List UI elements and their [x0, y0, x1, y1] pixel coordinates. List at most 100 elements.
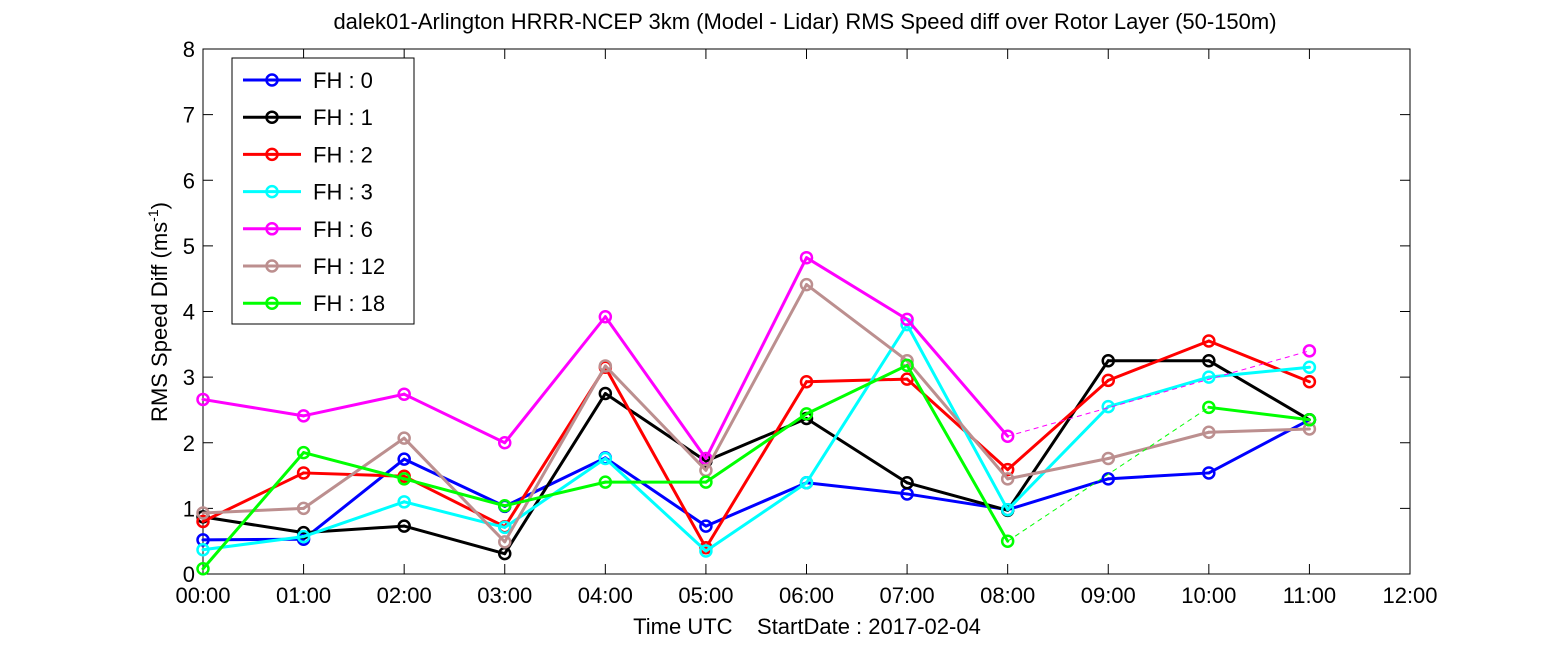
data-point — [1202, 334, 1216, 348]
data-point — [196, 506, 210, 520]
y-axis: 0 1 2 3 4 5 6 7 8 — [183, 37, 1410, 587]
data-point — [1000, 429, 1015, 443]
series-gap-connector — [1007, 406, 1210, 542]
data-point — [900, 358, 914, 373]
y-tick-label: 3 — [183, 365, 195, 390]
data-point — [1302, 360, 1317, 375]
data-point — [397, 431, 411, 445]
series-line-segment — [704, 256, 808, 460]
series-line-segment — [302, 392, 406, 418]
data-point — [397, 387, 411, 401]
legend-item: FH : 18 — [243, 291, 385, 316]
data-point — [1000, 534, 1015, 548]
legend-item: FH : 3 — [243, 180, 373, 205]
series-line-segment — [402, 524, 507, 556]
data-point — [598, 451, 613, 466]
series-line-segment — [1006, 405, 1110, 512]
x-tick-label: 12:00 — [1382, 583, 1437, 608]
data-point — [296, 525, 311, 540]
data-point — [699, 544, 713, 558]
legend-item: FH : 2 — [243, 142, 373, 167]
y-tick-label: 6 — [183, 168, 195, 193]
data-point — [598, 386, 613, 401]
y-tick-label: 0 — [183, 562, 195, 587]
series-line-segment — [1207, 405, 1311, 422]
series-line-segment — [302, 500, 406, 539]
data-point — [196, 514, 210, 529]
legend-item: FH : 6 — [243, 217, 373, 242]
data-point — [296, 445, 311, 460]
legend-label: FH : 3 — [313, 180, 373, 205]
legend-label: FH : 1 — [313, 105, 373, 130]
y-axis-label-sup: -1 — [145, 209, 161, 222]
x-tick-label: 00:00 — [175, 583, 230, 608]
series-line-segment — [1006, 477, 1110, 512]
series-line-segment — [603, 364, 708, 472]
legend-label: FH : 12 — [313, 254, 385, 279]
data-point — [296, 409, 311, 423]
x-tick-label: 02:00 — [377, 583, 432, 608]
legend-swatch-marker — [265, 184, 279, 199]
data-point — [1000, 502, 1015, 517]
series-2 — [196, 334, 1317, 555]
series-line-segment — [302, 451, 406, 481]
data-point — [799, 476, 814, 490]
legend-label: FH : 0 — [313, 68, 373, 93]
series-line-segment — [1207, 365, 1311, 379]
x-tick-label: 08:00 — [980, 583, 1035, 608]
x-tick-label: 11:00 — [1283, 583, 1336, 608]
data-point — [900, 372, 914, 386]
x-tick-label: 05:00 — [678, 583, 733, 608]
series-line-segment — [201, 397, 306, 418]
series-line-segment — [905, 363, 1010, 543]
y-axis-label-close: ) — [147, 202, 172, 209]
legend-swatch-marker — [265, 110, 279, 124]
data-point — [498, 535, 512, 549]
data-point — [397, 452, 411, 466]
y-axis-label: RMS Speed Diff (ms-1) — [145, 202, 172, 422]
data-point — [1000, 462, 1015, 477]
data-point — [498, 436, 512, 450]
x-axis-label: Time UTC StartDate : 2017-02-04 — [633, 614, 981, 639]
series-line-segment — [503, 392, 607, 556]
series-line-segment — [805, 283, 909, 363]
series-line-segment — [805, 256, 909, 321]
series-line-segment — [201, 515, 306, 535]
x-tick-label: 04:00 — [578, 583, 633, 608]
series-line-segment — [1207, 427, 1311, 434]
series-line-segment — [302, 457, 406, 541]
chart-title: dalek01-Arlington HRRR-NCEP 3km (Model -… — [333, 9, 1276, 34]
series-6 — [196, 358, 1317, 576]
series-line-segment — [805, 481, 909, 496]
series-line-segment — [704, 380, 808, 550]
series-line-segment — [905, 323, 1010, 512]
data-point — [1302, 344, 1317, 358]
legend-item: FH : 1 — [243, 105, 373, 130]
data-point — [397, 495, 411, 509]
data-point — [196, 562, 210, 576]
series-line-segment — [402, 477, 507, 508]
series-gap-connector — [1007, 350, 1310, 437]
series-line-segment — [603, 392, 708, 463]
data-point — [1302, 422, 1317, 436]
legend-label: FH : 6 — [313, 217, 373, 242]
data-point — [1202, 425, 1216, 439]
series-line-segment — [704, 412, 808, 484]
data-point — [1302, 413, 1317, 427]
data-point — [1101, 472, 1115, 486]
legend-label: FH : 18 — [313, 291, 385, 316]
x-tick-label: 01:00 — [276, 583, 331, 608]
y-tick-label: 4 — [183, 300, 195, 325]
data-point — [296, 466, 311, 480]
data-point — [900, 476, 914, 490]
series-line-segment — [905, 481, 1010, 512]
series-line-segment — [1106, 430, 1211, 460]
data-point — [196, 392, 210, 407]
series-line-segment — [503, 480, 607, 508]
data-point — [296, 501, 311, 516]
x-tick-label: 07:00 — [880, 583, 935, 608]
series-line-segment — [805, 323, 909, 485]
data-point — [598, 359, 613, 373]
series-line-segment — [402, 457, 507, 508]
